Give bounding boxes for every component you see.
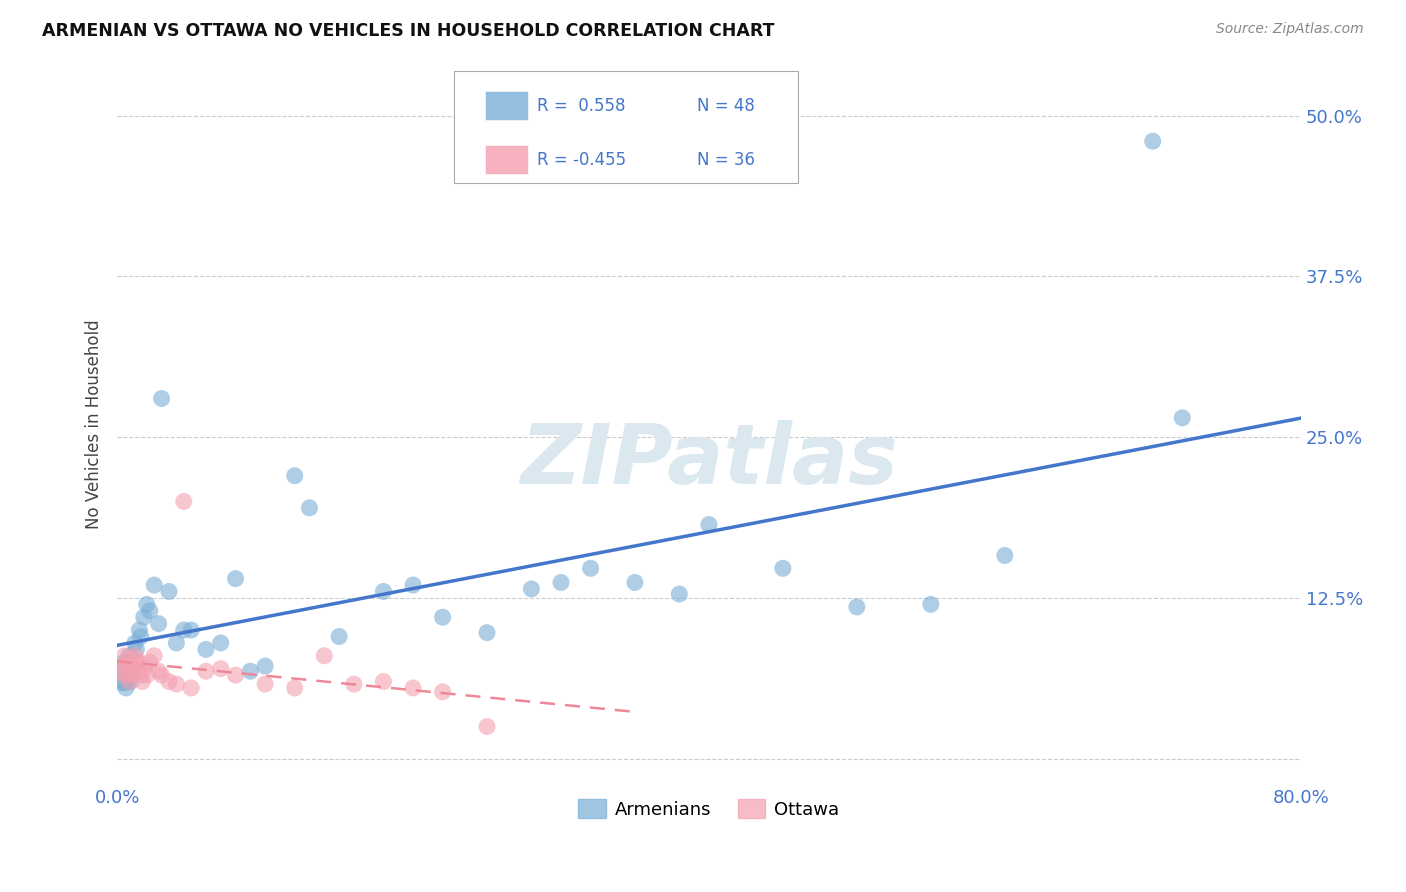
Point [254,677,277,691]
Point [115,681,138,695]
Point [118,668,141,682]
Point [284,681,307,695]
Point [225,572,247,586]
Point [298,500,321,515]
Point [239,664,262,678]
Point [475,720,498,734]
Point [579,561,602,575]
Point [432,685,454,699]
Point [328,630,350,644]
Point [125,642,148,657]
Point [138,604,160,618]
Point [165,677,187,691]
Point [143,578,166,592]
Point [1171,410,1194,425]
Text: N = 48: N = 48 [697,97,755,115]
Point [845,599,868,614]
Point [124,648,146,663]
Point [129,630,152,644]
Point [121,659,143,673]
Point [668,587,690,601]
Text: ARMENIAN VS OTTAWA NO VEHICLES IN HOUSEHOLD CORRELATION CHART: ARMENIAN VS OTTAWA NO VEHICLES IN HOUSEH… [42,22,775,40]
Point [132,610,155,624]
Point [254,659,277,673]
Point [402,578,425,592]
Point [373,584,395,599]
Point [114,648,136,663]
Point [129,668,152,682]
Point [209,636,232,650]
Y-axis label: No Vehicles in Household: No Vehicles in Household [86,319,103,529]
Point [118,674,141,689]
FancyBboxPatch shape [485,145,527,174]
Point [135,598,157,612]
Point [117,662,139,676]
Point [225,668,247,682]
Text: N = 36: N = 36 [697,151,755,169]
Point [117,655,139,669]
Point [128,623,150,637]
Point [127,664,149,678]
Legend: Armenians, Ottawa: Armenians, Ottawa [571,792,846,826]
Point [343,677,366,691]
Point [432,610,454,624]
Point [194,664,217,678]
Point [157,584,180,599]
Point [111,668,134,682]
Point [194,642,217,657]
Point [118,648,141,663]
Point [475,625,498,640]
Text: Source: ZipAtlas.com: Source: ZipAtlas.com [1216,22,1364,37]
Point [131,674,153,689]
Text: R = -0.455: R = -0.455 [537,151,627,169]
Point [121,664,143,678]
Point [209,662,232,676]
Point [121,662,143,676]
Point [148,664,170,678]
Point [132,662,155,676]
Point [920,598,942,612]
Point [111,664,134,678]
Point [143,648,166,663]
Point [135,668,157,682]
Point [772,561,794,575]
FancyBboxPatch shape [485,92,527,120]
Point [624,575,647,590]
Point [120,651,142,665]
Point [994,549,1017,563]
Point [120,674,142,689]
Point [550,575,572,590]
Point [180,681,202,695]
Text: R =  0.558: R = 0.558 [537,97,626,115]
Point [157,674,180,689]
Point [114,655,136,669]
Point [284,468,307,483]
FancyBboxPatch shape [454,71,797,183]
Point [114,674,136,689]
Point [165,636,187,650]
Point [128,655,150,669]
Point [180,623,202,637]
Point [520,582,543,596]
Point [173,623,195,637]
Point [697,517,720,532]
Point [138,655,160,669]
Point [124,636,146,650]
Point [148,616,170,631]
Point [112,659,135,673]
Point [115,668,138,682]
Point [150,392,173,406]
Point [125,655,148,669]
Point [150,668,173,682]
Point [373,674,395,689]
Point [173,494,195,508]
Point [314,648,336,663]
Text: ZIPatlas: ZIPatlas [520,420,898,500]
Point [1142,134,1164,148]
Point [402,681,425,695]
Point [122,668,145,682]
